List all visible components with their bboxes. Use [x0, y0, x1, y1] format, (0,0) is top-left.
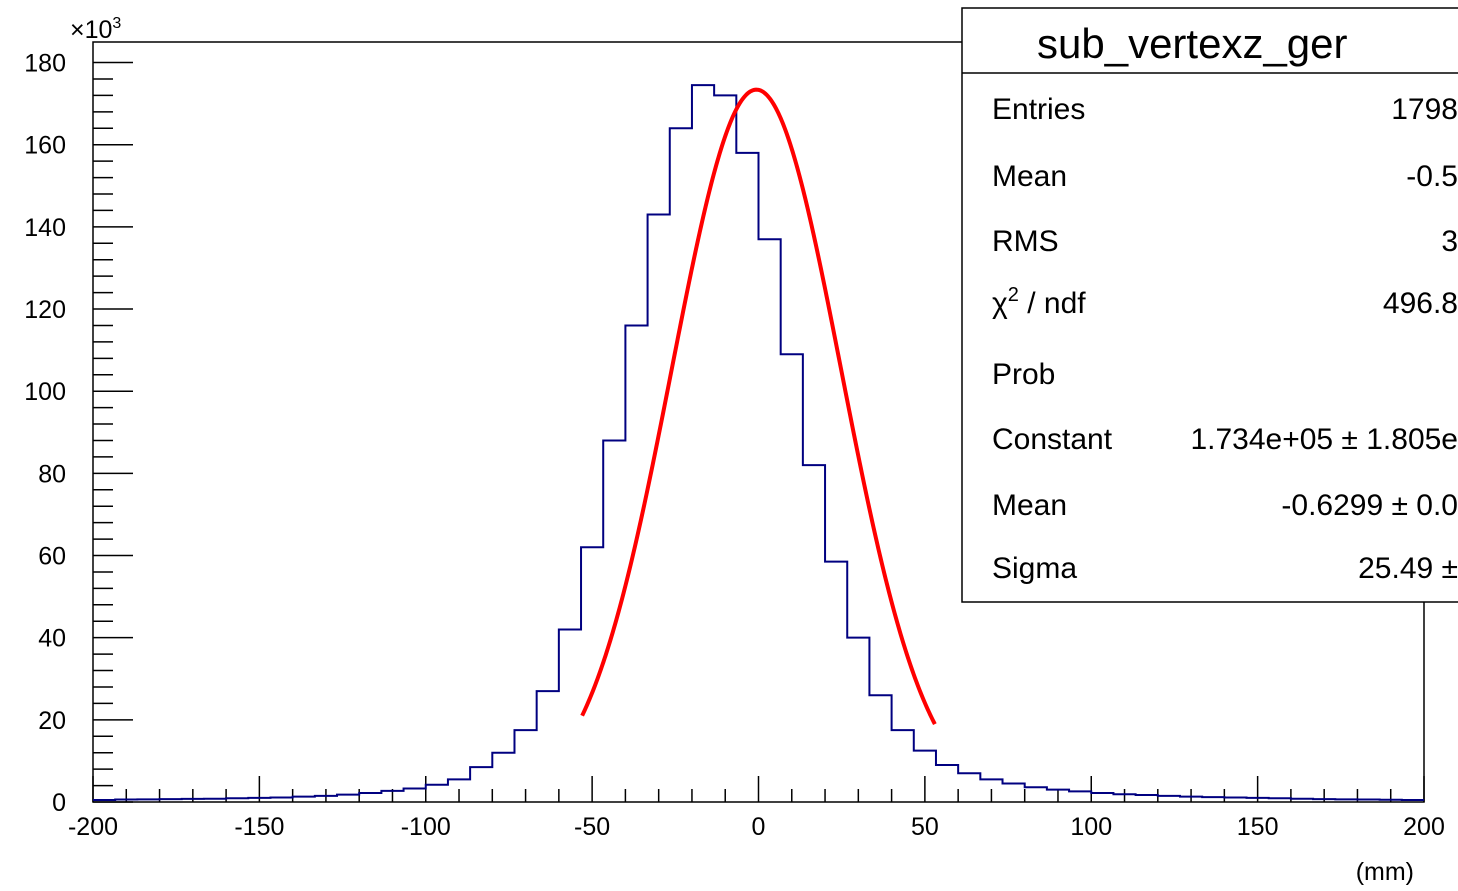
- y-tick-label: 140: [24, 214, 66, 242]
- x-tick-label: 0: [752, 813, 766, 841]
- x-tick-label: 100: [1070, 813, 1112, 841]
- x-tick-label: -50: [574, 813, 610, 841]
- histogram-series: [93, 84, 1424, 801]
- stats-row-value: 1798: [1391, 93, 1458, 126]
- stats-row-value: 3: [1441, 225, 1458, 258]
- y-tick-labels: 0 20 40 60 80 100 120 140 160 180: [24, 50, 66, 817]
- y-multiplier-base: ×10: [70, 16, 112, 44]
- stats-row-label: Entries: [992, 93, 1085, 126]
- y-tick-label: 120: [24, 296, 66, 324]
- x-tick-label: -100: [401, 813, 451, 841]
- stats-row-value: 496.8: [1383, 287, 1458, 320]
- x-tick-label: 200: [1403, 813, 1445, 841]
- axis-ticks: [92, 61, 1425, 803]
- stats-row-label: χ2 / ndf: [992, 284, 1086, 320]
- y-tick-label: 40: [38, 625, 66, 653]
- stats-row-value: 25.49 ±: [1358, 552, 1458, 585]
- x-tick-label: 150: [1237, 813, 1279, 841]
- stats-row-value: 1.734e+05 ± 1.805e: [1190, 423, 1458, 456]
- y-tick-label: 0: [52, 789, 66, 817]
- x-tick-label: -200: [68, 813, 118, 841]
- stats-rows: Entries 1798 Mean -0.5 RMS 3 χ2 / ndf 496.8 Prob…: [992, 93, 1458, 585]
- stats-row-label: Prob: [992, 358, 1055, 391]
- stats-row-label: Sigma: [992, 552, 1077, 585]
- stats-row-value: -0.5: [1406, 160, 1458, 193]
- y-tick-label: 100: [24, 378, 66, 406]
- x-tick-labels: -200 -150 -100 -50 0 50 100 150 200: [68, 813, 1445, 841]
- y-tick-label: 60: [38, 543, 66, 571]
- y-multiplier-exponent: 3: [112, 15, 121, 32]
- y-multiplier-label: ×103: [70, 15, 121, 44]
- stats-row-label: Mean: [992, 489, 1067, 522]
- stats-row-label: Mean: [992, 160, 1067, 193]
- stats-row-value: -0.6299 ± 0.0: [1281, 489, 1458, 522]
- y-tick-label: 160: [24, 132, 66, 160]
- y-tick-label: 20: [38, 707, 66, 735]
- stats-box-frame: [961, 7, 1458, 603]
- stats-row-label: Constant: [992, 423, 1113, 456]
- y-tick-label: 180: [24, 50, 66, 78]
- stats-box-title: sub_vertexz_ger: [1037, 20, 1348, 67]
- stats-box: sub_vertexz_ger Entries 1798 Mean -0.5 RMS 3 χ…: [961, 7, 1458, 603]
- x-tick-label: 50: [911, 813, 939, 841]
- x-tick-label: -150: [234, 813, 284, 841]
- y-tick-label: 80: [38, 460, 66, 488]
- stats-row-label: RMS: [992, 225, 1059, 258]
- gaussian-fit-curve: [580, 87, 937, 726]
- x-axis-label: (mm): [1356, 858, 1414, 886]
